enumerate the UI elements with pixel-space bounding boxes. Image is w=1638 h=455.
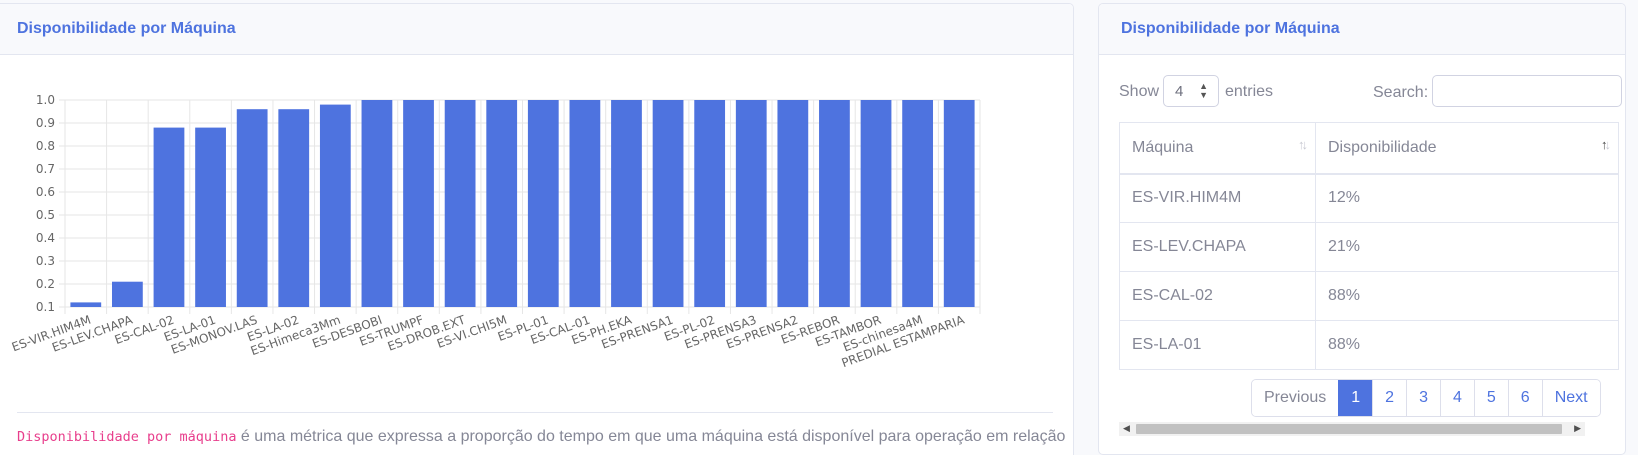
- availability-table: Máquina ↑↓ Disponibilidade ↑↓ ES-VIR.HIM…: [1119, 122, 1619, 370]
- cell-disponibilidade: 88%: [1315, 271, 1619, 321]
- bar[interactable]: [111, 281, 143, 307]
- chart-card-header: Disponibilidade por Máquina: [0, 4, 1073, 55]
- y-tick-label: 0.4: [36, 231, 55, 245]
- table-row: ES-CAL-02 88%: [1119, 271, 1619, 321]
- bar[interactable]: [777, 100, 809, 307]
- sort-ascending-icon: ↑↓: [1601, 137, 1611, 152]
- divider: [17, 412, 1053, 413]
- scrollbar-thumb[interactable]: [1136, 424, 1562, 434]
- y-tick-label: 0.5: [36, 208, 55, 222]
- column-header-label: Máquina: [1132, 138, 1194, 156]
- table-card-header: Disponibilidade por Máquina: [1099, 4, 1625, 55]
- search-label: Search:: [1373, 84, 1429, 101]
- scroll-right-icon[interactable]: ▶: [1574, 423, 1581, 433]
- bar[interactable]: [444, 100, 476, 307]
- cell-maquina: ES-LEV.CHAPA: [1119, 222, 1316, 272]
- entries-select-value: 4: [1175, 83, 1184, 100]
- bar[interactable]: [195, 127, 226, 307]
- horizontal-scrollbar[interactable]: ◀ ▶: [1119, 422, 1585, 436]
- bar[interactable]: [943, 100, 975, 307]
- page-1-button[interactable]: 1: [1338, 380, 1373, 416]
- cell-disponibilidade: 21%: [1315, 222, 1619, 272]
- y-tick-label: 0.7: [36, 162, 55, 176]
- bar[interactable]: [611, 100, 642, 307]
- bar[interactable]: [278, 109, 310, 307]
- table-card: Disponibilidade por Máquina Show 4 ▲ ▼ en…: [1098, 3, 1626, 455]
- y-tick-label: 0.6: [36, 185, 55, 199]
- table-row: ES-VIR.HIM4M 12%: [1119, 173, 1619, 223]
- cell-maquina: ES-LA-01: [1119, 320, 1316, 370]
- cell-disponibilidade: 88%: [1315, 320, 1619, 370]
- page-2-button[interactable]: 2: [1372, 380, 1407, 416]
- availability-bar-chart: 0.10.20.30.40.50.60.70.80.91.0ES-VIR.HIM…: [10, 93, 981, 370]
- entries-select[interactable]: 4 ▲ ▼: [1163, 75, 1219, 107]
- bar[interactable]: [319, 104, 351, 307]
- bar[interactable]: [527, 100, 559, 307]
- column-header-maquina[interactable]: Máquina ↑↓: [1119, 122, 1316, 175]
- show-label: Show: [1119, 83, 1160, 100]
- y-tick-label: 0.1: [36, 300, 55, 314]
- page-5-button[interactable]: 5: [1473, 380, 1508, 416]
- search-input[interactable]: [1432, 75, 1622, 107]
- bar[interactable]: [236, 109, 268, 307]
- bar[interactable]: [153, 127, 185, 307]
- table-row: ES-LEV.CHAPA 21%: [1119, 222, 1619, 272]
- description-text: é uma métrica que expressa a proporção d…: [236, 428, 1066, 445]
- bar[interactable]: [902, 100, 934, 307]
- y-tick-label: 0.2: [36, 277, 55, 291]
- bar[interactable]: [486, 100, 518, 307]
- page-6-button[interactable]: 6: [1507, 380, 1542, 416]
- page-3-button[interactable]: 3: [1406, 380, 1440, 416]
- bar[interactable]: [694, 100, 726, 307]
- table-row: ES-LA-01 88%: [1119, 320, 1619, 370]
- datatable-controls: Show 4 ▲ ▼ entries Search:: [1119, 75, 1625, 109]
- entries-label: entries: [1225, 83, 1274, 100]
- pagination: Previous 1 2 3 4 5 6 Next: [1251, 379, 1601, 417]
- bar[interactable]: [735, 100, 767, 307]
- bar[interactable]: [403, 100, 434, 307]
- y-tick-label: 0.8: [36, 139, 55, 153]
- column-header-label: Disponibilidade: [1328, 138, 1437, 156]
- sort-icon: ↑↓: [1298, 137, 1308, 152]
- column-header-disponibilidade[interactable]: Disponibilidade ↑↓: [1315, 122, 1619, 175]
- bar[interactable]: [361, 100, 393, 307]
- bar[interactable]: [569, 100, 601, 307]
- bar[interactable]: [652, 100, 684, 307]
- bar[interactable]: [819, 100, 850, 307]
- chart-description: Disponibilidade por máquina é uma métric…: [17, 428, 1065, 446]
- y-tick-label: 0.3: [36, 254, 55, 268]
- cell-maquina: ES-CAL-02: [1119, 271, 1316, 321]
- cell-maquina: ES-VIR.HIM4M: [1119, 173, 1316, 223]
- bar[interactable]: [70, 302, 102, 307]
- cell-disponibilidade: 12%: [1315, 173, 1619, 223]
- updown-arrows-icon: ▲ ▼: [1199, 81, 1208, 100]
- y-tick-label: 1.0: [36, 93, 55, 107]
- y-tick-label: 0.9: [36, 116, 55, 130]
- scroll-left-icon[interactable]: ◀: [1123, 423, 1130, 433]
- bar[interactable]: [860, 100, 892, 307]
- page-4-button[interactable]: 4: [1439, 380, 1474, 416]
- chart-card: Disponibilidade por Máquina 0.1 0.2 0.3 0.4…: [0, 3, 1074, 455]
- next-button[interactable]: Next: [1541, 380, 1600, 416]
- chart-card-title: Disponibilidade por Máquina: [17, 20, 236, 37]
- table-card-title: Disponibilidade por Máquina: [1121, 20, 1340, 37]
- description-code: Disponibilidade por máquina: [17, 429, 237, 445]
- table-header-row: Máquina ↑↓ Disponibilidade ↑↓: [1119, 122, 1619, 175]
- previous-button[interactable]: Previous: [1252, 380, 1339, 416]
